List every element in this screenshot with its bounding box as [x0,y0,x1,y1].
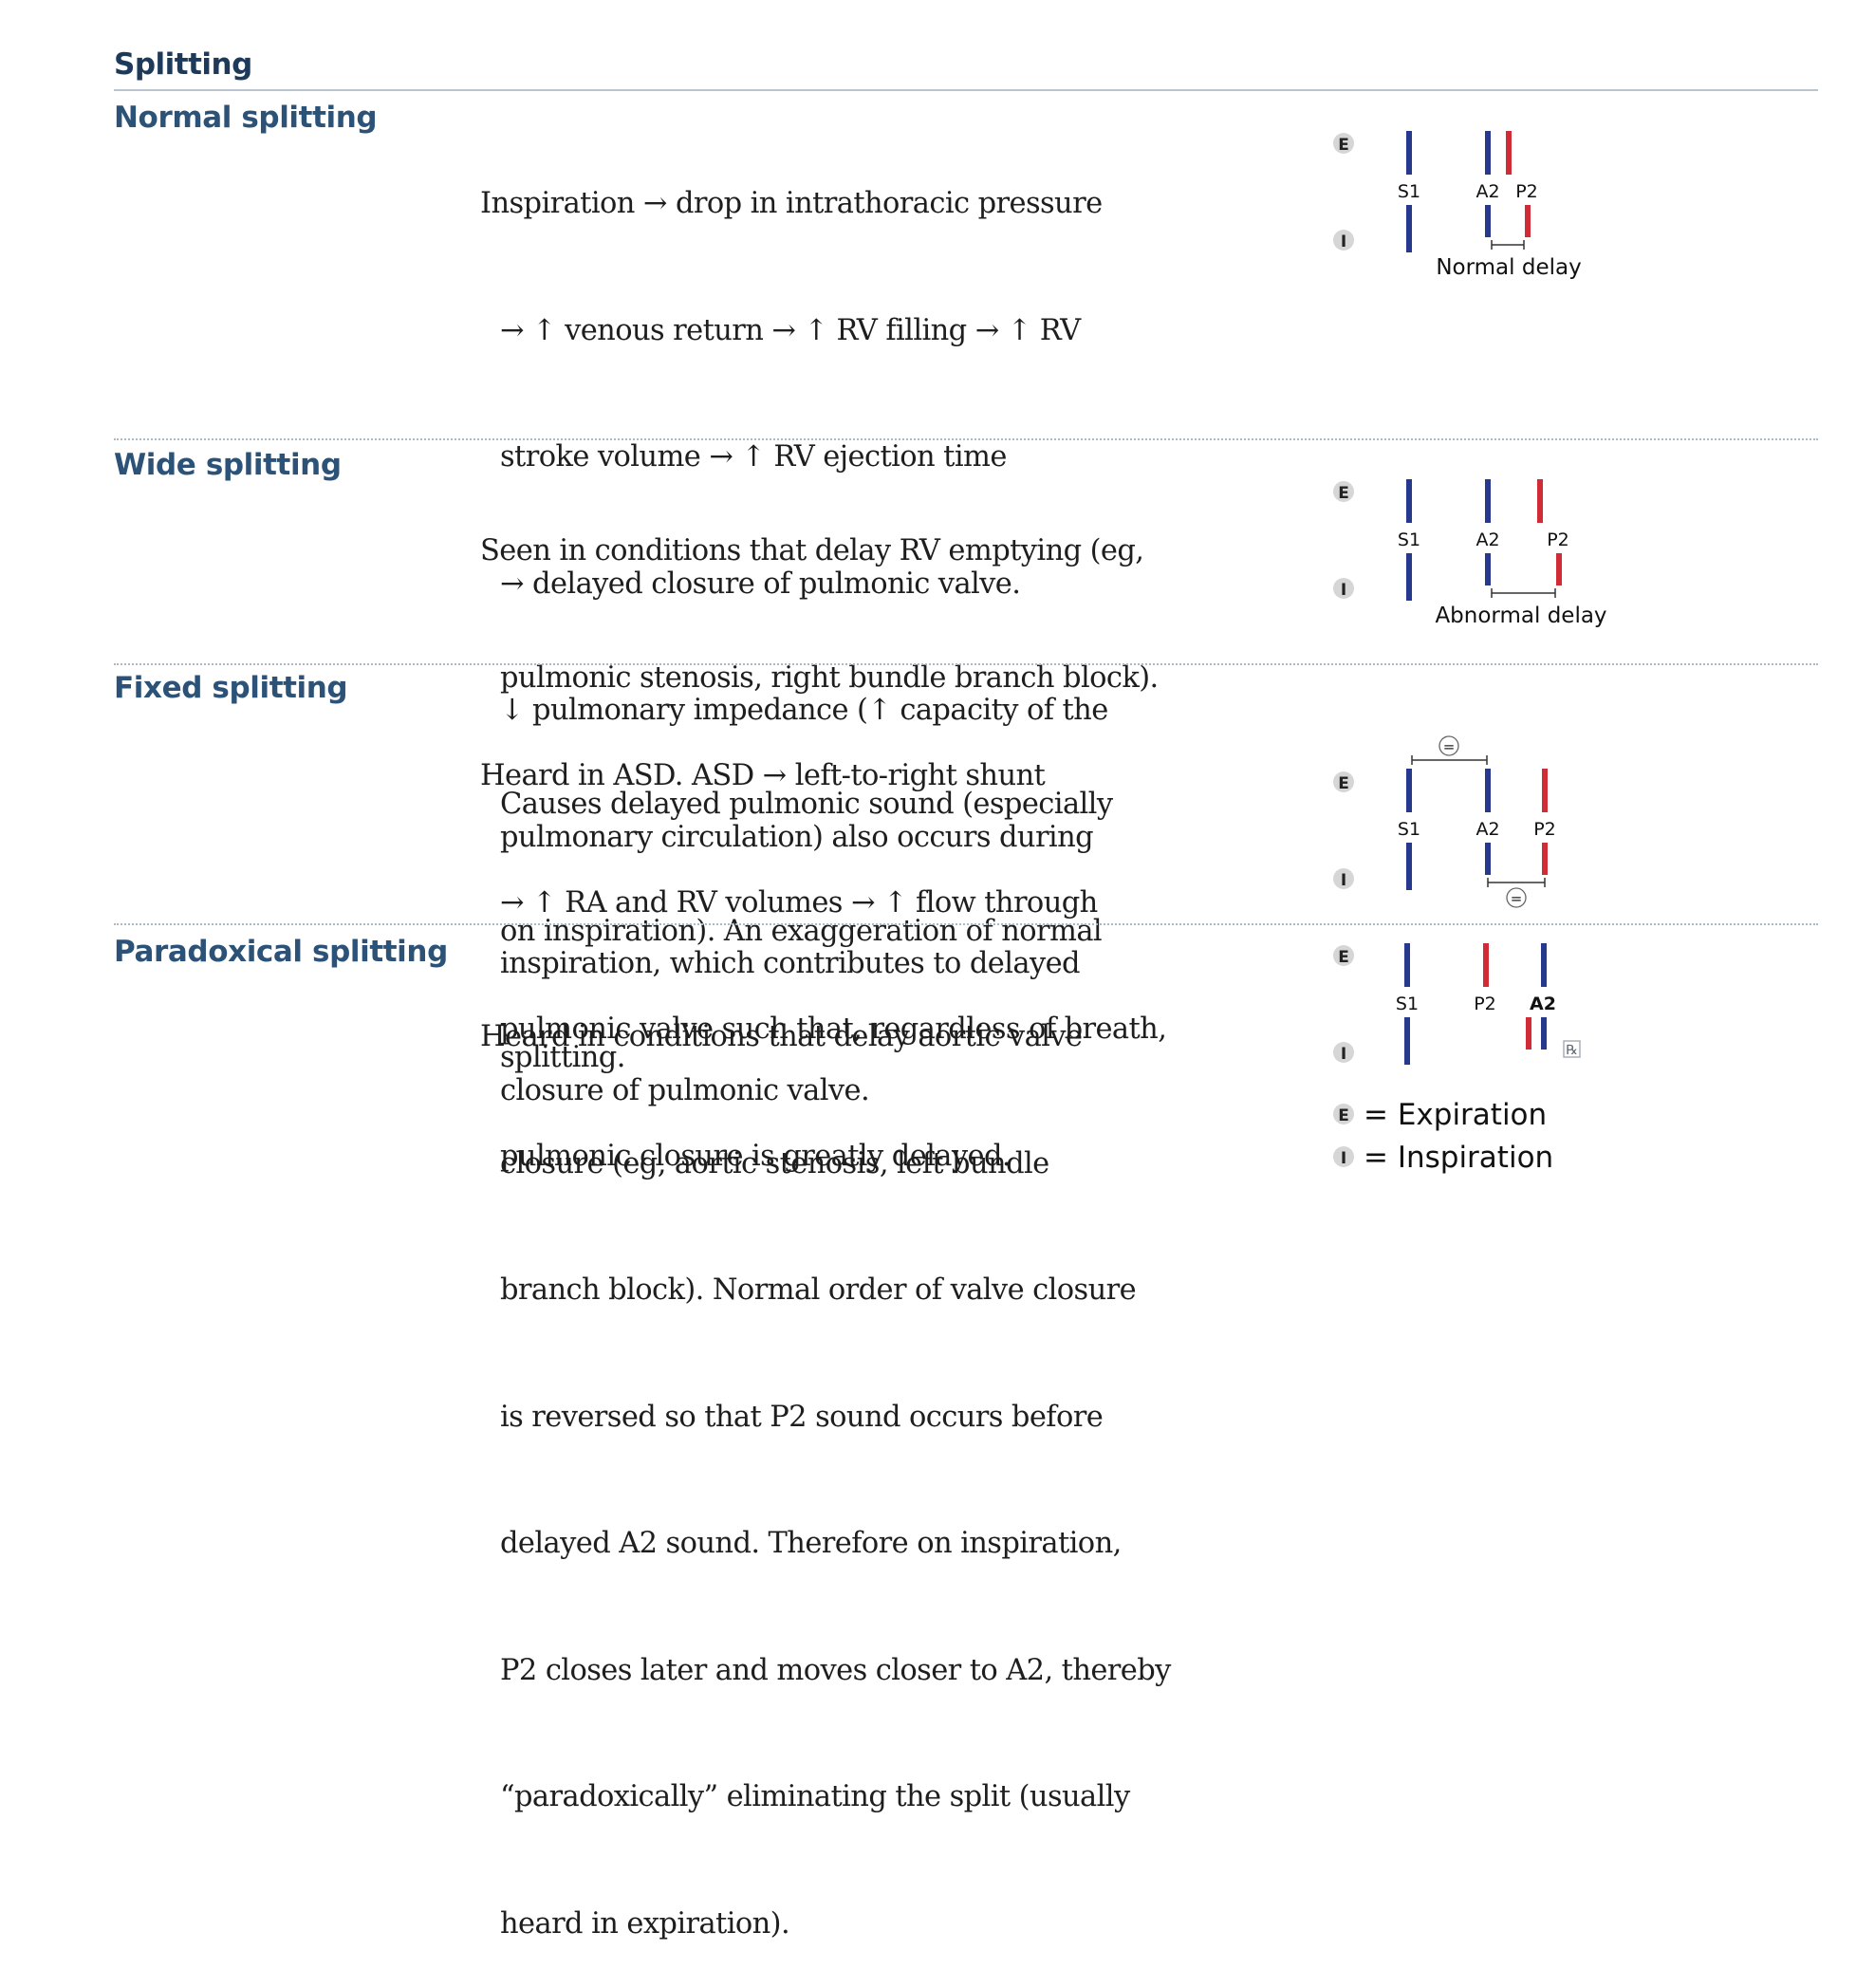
text-line: Heard in conditions that delay aortic va… [480,1020,1083,1053]
p2-label: P2 [1533,819,1556,840]
row-text-wide: Seen in conditions that delay RV emptyin… [480,446,1159,1122]
equal-badge-top [1438,735,1459,756]
inspiration-badge [1333,868,1354,889]
text-line: pulmonic valve such that, regardless of … [500,1013,1167,1046]
row-divider [114,663,1818,665]
a2-label: A2 [1476,819,1499,840]
text-line: Causes delayed pulmonic sound (especiall… [500,788,1113,821]
expiration-badge [1333,133,1354,154]
text-line: heard in expiration). [500,1906,790,1941]
row-label-fixed: Fixed splitting [114,671,348,705]
text-line: ↓ pulmonary impedance (↑ capacity of the [500,694,1108,727]
expiration-badge [1333,481,1354,502]
rx-icon [1563,1040,1581,1058]
text-line: P2 closes later and moves closer to A2, … [500,1653,1171,1687]
header-divider [114,89,1818,91]
p2-label: P2 [1474,994,1496,1014]
text-line: closure (eg, aortic stenosis, left bundl… [500,1146,1049,1180]
legend-inspiration-badge [1333,1146,1354,1167]
row-text-fixed: Heard in ASD. ASD → left-to-right shunt … [480,671,1167,1220]
text-line: “paradoxically” eliminating the split (u… [500,1780,1130,1813]
text-line: Seen in conditions that delay RV emptyin… [480,534,1144,567]
inspiration-badge [1333,230,1354,251]
text-line: Inspiration → drop in intrathoracic pres… [480,187,1103,220]
diagram-normal-splitting: E I S1 A2 P2 Normal delay [1333,131,1582,280]
text-line: → delayed closure of pulmonic valve. [500,567,1021,601]
expiration-badge-letter: E [1338,136,1349,155]
text-line: closure of pulmonic valve. [500,1073,870,1107]
inspiration-badge-letter: I [1341,1045,1346,1064]
expiration-badge-letter: E [1338,774,1349,793]
text-line: is reversed so that P2 sound occurs befo… [500,1400,1104,1434]
legend-expiration-text: = Expiration [1364,1098,1547,1132]
legend-inspiration-text: = Inspiration [1364,1141,1553,1175]
section-title: Splitting [114,47,252,82]
legend-expiration-badge [1333,1104,1354,1124]
text-line: → ↑ RA and RV volumes → ↑ flow through [500,885,1098,920]
text-line: Heard in ASD. ASD → left-to-right shunt [480,759,1046,792]
row-text-normal: Inspiration → drop in intrathoracic pres… [480,99,1108,1155]
inspiration-badge [1333,578,1354,599]
s1-label: S1 [1396,994,1419,1014]
inspiration-badge [1333,1042,1354,1063]
rx-symbol: ℞ [1566,1043,1578,1058]
text-line: pulmonic closure is greatly delayed. [500,1139,1012,1173]
expiration-badge [1333,945,1354,966]
s1-label: S1 [1398,819,1420,840]
text-line: inspiration, which contributes to delaye… [500,947,1081,980]
legend: E I = Expiration = Inspiration [1333,1098,1553,1175]
a2-label: A2 [1476,181,1499,202]
text-line: stroke volume → ↑ RV ejection time [500,440,1007,474]
inspiration-badge-letter: I [1341,232,1346,251]
legend-e-letter: E [1338,1106,1349,1125]
text-line: pulmonic stenosis, right bundle branch b… [500,660,1159,695]
p2-label: P2 [1515,181,1538,202]
equal-sign-top: = [1443,738,1456,755]
row-text-paradoxical: Heard in conditions that delay aortic va… [480,932,1171,1988]
a2-label: A2 [1530,994,1556,1014]
p2-label: P2 [1547,530,1569,550]
inspiration-badge-letter: I [1341,871,1346,890]
row-label-wide: Wide splitting [114,448,342,482]
equal-sign-bottom: = [1511,890,1523,907]
a2-label: A2 [1476,530,1499,550]
delay-caption: Abnormal delay [1435,604,1606,628]
expiration-badge [1333,771,1354,792]
row-label-normal: Normal splitting [114,101,378,135]
legend-i-letter: I [1341,1149,1346,1168]
inspiration-badge-letter: I [1341,581,1346,600]
text-line: delayed A2 sound. Therefore on inspirati… [500,1527,1122,1560]
row-label-paradoxical: Paradoxical splitting [114,935,448,969]
diagram-wide-splitting: E I S1 A2 P2 Abnormal delay [1333,479,1607,628]
text-line: branch block). Normal order of valve clo… [500,1273,1137,1307]
delay-caption: Normal delay [1436,255,1581,280]
text-line: pulmonary circulation) also occurs durin… [500,820,1094,854]
row-divider [114,438,1818,440]
text-line: on inspiration). An exaggeration of norm… [500,914,1103,948]
text-line: splitting. [500,1041,625,1074]
diagram-fixed-splitting: = E I S1 A2 P2 = [1333,735,1556,908]
s1-label: S1 [1398,530,1420,550]
expiration-badge-letter: E [1338,484,1349,503]
s1-label: S1 [1398,181,1420,202]
diagram-paradoxical-splitting: E I S1 P2 A2 ℞ [1333,943,1581,1065]
text-line: → ↑ venous return → ↑ RV filling → ↑ RV [500,313,1081,347]
row-divider [114,923,1818,925]
equal-badge-bottom [1506,887,1527,908]
expiration-badge-letter: E [1338,948,1349,967]
